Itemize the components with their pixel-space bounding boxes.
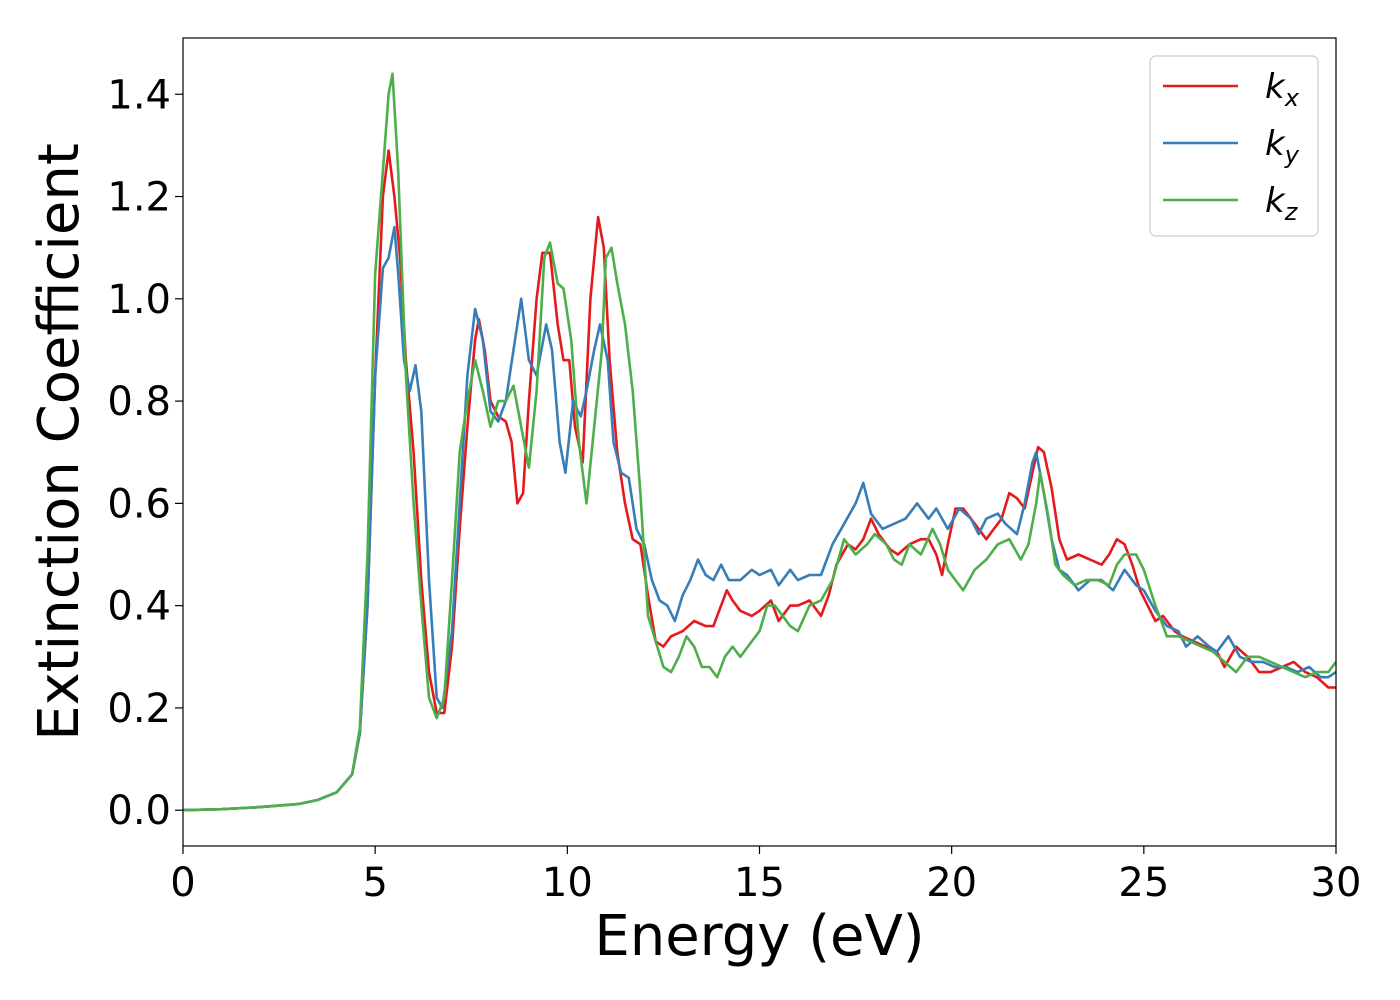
legend-label-k-x: kx xyxy=(1265,67,1300,112)
x-tick-label: 30 xyxy=(1311,860,1362,906)
series-line-k-y xyxy=(183,225,1336,812)
legend: kx ky kz xyxy=(1149,55,1319,237)
x-tick-label: 0 xyxy=(170,860,195,906)
y-tick-label: 0.4 xyxy=(107,584,171,630)
y-tick-label: 0.0 xyxy=(107,788,171,834)
x-tick-label: 20 xyxy=(926,860,977,906)
x-tick-label: 10 xyxy=(542,860,593,906)
y-tick-label: 0.6 xyxy=(107,481,171,527)
y-tick-label: 1.4 xyxy=(107,72,171,118)
y-tick-label: 1.2 xyxy=(107,175,171,221)
x-tick-label: 25 xyxy=(1118,860,1169,906)
plot-lines xyxy=(183,72,1336,812)
legend-entries: kx ky kz xyxy=(1163,67,1300,226)
series-line-k-x xyxy=(183,149,1336,812)
y-tick-label: 1.0 xyxy=(107,277,171,323)
series-line-k-z xyxy=(183,72,1336,812)
legend-box xyxy=(1149,55,1319,237)
y-axis-label: Extinction Coefficient xyxy=(27,143,92,741)
legend-label-k-y: ky xyxy=(1265,124,1300,169)
x-tick-label: 15 xyxy=(734,860,785,906)
x-axis: 0 5 10 15 20 25 30 xyxy=(170,846,1361,906)
y-tick-label: 0.8 xyxy=(107,379,171,425)
x-axis-label: Energy (eV) xyxy=(594,904,924,969)
y-axis: 0.0 0.2 0.4 0.6 0.8 1.0 1.2 1.4 xyxy=(107,72,183,834)
x-tick-label: 5 xyxy=(362,860,387,906)
y-tick-label: 0.2 xyxy=(107,686,171,732)
legend-label-k-z: kz xyxy=(1265,181,1299,226)
